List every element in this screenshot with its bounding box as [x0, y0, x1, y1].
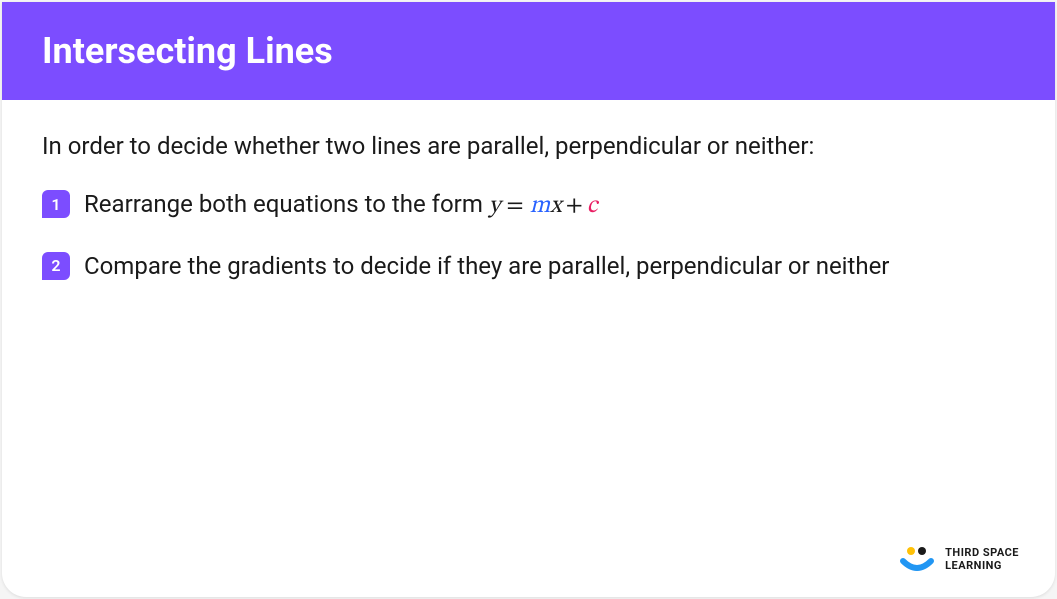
eq-plus: + [562, 194, 587, 218]
logo-text: THIRD SPACE LEARNING [945, 546, 1019, 572]
eq-c: c [587, 194, 598, 218]
card-title: Intersecting Lines [42, 30, 1015, 72]
eq-m: m [530, 194, 550, 218]
logo-line1: THIRD SPACE [945, 546, 1019, 559]
eq-x: x [550, 194, 562, 218]
intro-text: In order to decide whether two lines are… [42, 132, 1015, 160]
logo-icon [899, 545, 935, 573]
step-item: 2 Compare the gradients to decide if the… [42, 250, 1015, 284]
card-content: In order to decide whether two lines are… [2, 100, 1055, 341]
card-header: Intersecting Lines [2, 2, 1055, 100]
step-item: 1 Rearrange both equations to the form y… [42, 188, 1015, 224]
logo-line2: LEARNING [945, 559, 1019, 572]
lesson-card: Intersecting Lines In order to decide wh… [2, 2, 1055, 597]
step-number-badge: 1 [42, 190, 70, 218]
brand-logo: THIRD SPACE LEARNING [899, 545, 1019, 573]
step-text: Compare the gradients to decide if they … [84, 250, 889, 284]
equation: y=mx+c [489, 194, 598, 218]
step-text-before: Rearrange both equations to the form [84, 190, 489, 218]
eq-y: y [489, 194, 501, 218]
step-number-badge: 2 [42, 252, 70, 280]
step-text: Rearrange both equations to the form y=m… [84, 188, 598, 224]
eq-equals: = [500, 194, 529, 218]
